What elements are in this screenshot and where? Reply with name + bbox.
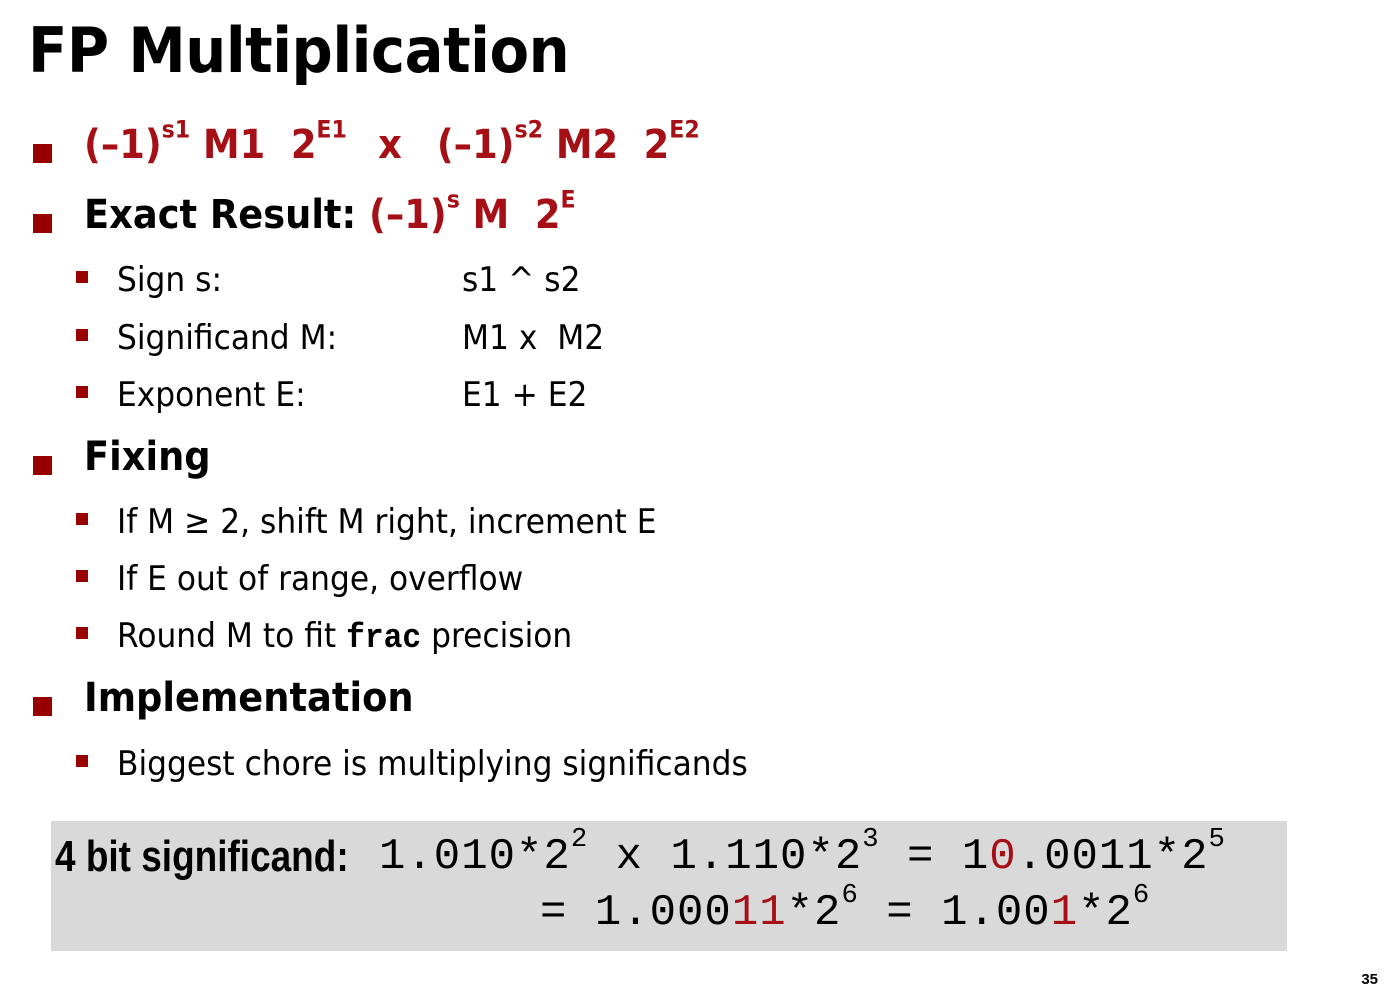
operand-a-exp: 2 bbox=[570, 824, 589, 856]
bullet-square bbox=[33, 456, 52, 475]
operand-b-exp: 3 bbox=[862, 824, 880, 856]
normalized-exp: 6 bbox=[841, 880, 859, 912]
formula-times: x bbox=[378, 122, 402, 168]
exponent-value: E1 + E2 bbox=[462, 375, 588, 415]
operand-a: 1.010*2 bbox=[379, 832, 571, 882]
rounded-exp: 6 bbox=[1132, 880, 1151, 912]
sign-value: s1 ^ s2 bbox=[462, 260, 581, 300]
round-code-frac: frac bbox=[346, 620, 422, 658]
times-sign: x bbox=[588, 832, 671, 882]
significand-value: M1 x M2 bbox=[462, 318, 605, 358]
round-suffix: precision bbox=[421, 616, 573, 656]
sub-bullet-square bbox=[76, 329, 88, 341]
formula-part1-exp: E1 bbox=[316, 115, 347, 144]
bullet-square bbox=[33, 697, 52, 716]
formula-line: (–1)s1 M1 2E1 x (–1)s2 M2 2E2 bbox=[84, 118, 700, 168]
implementation-heading: Implementation bbox=[84, 675, 414, 721]
example-label: 4 bit significand: bbox=[55, 832, 349, 881]
sub-bullet-square bbox=[76, 513, 88, 525]
rounded-highlight: 1 bbox=[1050, 888, 1079, 938]
equals-sign: = bbox=[540, 888, 595, 938]
normalized-highlight: 11 bbox=[731, 888, 787, 938]
sub-bullet-square bbox=[76, 627, 88, 639]
example-box bbox=[51, 821, 1287, 951]
rounded-suffix: *2 bbox=[1078, 888, 1133, 938]
formula-part2-m: M2 2 bbox=[543, 122, 670, 168]
result-highlight: 0 bbox=[989, 832, 1017, 882]
normalized-suffix: *2 bbox=[786, 888, 842, 938]
exponent-label: Exponent E: bbox=[117, 375, 306, 415]
formula-part2-base: (–1) bbox=[436, 122, 515, 168]
fixing-item-overflow: If E out of range, overflow bbox=[117, 559, 524, 599]
operand-b: 1.110*2 bbox=[670, 832, 863, 882]
exact-result-sign-exp: s bbox=[446, 185, 460, 214]
sub-bullet-square bbox=[76, 271, 88, 283]
implementation-item: Biggest chore is multiplying significand… bbox=[117, 744, 748, 784]
sub-bullet-square bbox=[76, 386, 88, 398]
result-prefix: 1 bbox=[961, 832, 990, 882]
exact-result-base: (–1) bbox=[369, 192, 447, 238]
exact-result-label: Exact Result: bbox=[84, 192, 370, 238]
sign-label: Sign s: bbox=[117, 260, 223, 300]
example-line-2: = 1.00011*26 = 1.001*26 bbox=[540, 882, 1150, 938]
page-number: 35 bbox=[1361, 971, 1378, 988]
formula-part1-sign-exp: s1 bbox=[161, 115, 191, 144]
fixing-item-shift: If M ≥ 2, shift M right, increment E bbox=[117, 502, 657, 542]
example-line-1: 1.010*22 x 1.110*23 = 10.0011*25 bbox=[379, 826, 1226, 882]
round-prefix: Round M to fit bbox=[117, 616, 347, 656]
exact-result-exp: E bbox=[560, 185, 576, 214]
fixing-item-round: Round M to fit frac precision bbox=[117, 616, 572, 658]
formula-part1-base: (–1) bbox=[84, 122, 162, 168]
bullet-square bbox=[33, 144, 52, 163]
formula-part2-sign-exp: s2 bbox=[514, 115, 544, 144]
fixing-heading: Fixing bbox=[84, 434, 211, 480]
exact-result-heading: Exact Result: (–1)s M 2E bbox=[84, 188, 576, 238]
normalized-prefix: 1.000 bbox=[594, 888, 732, 938]
slide-title: FP Multiplication bbox=[28, 14, 570, 87]
sub-bullet-square bbox=[76, 570, 88, 582]
significand-label: Significand M: bbox=[117, 318, 338, 358]
formula-part1-m: M1 2 bbox=[190, 122, 317, 168]
equals-sign: = bbox=[858, 888, 942, 938]
sub-bullet-square bbox=[76, 755, 88, 767]
formula-part2-exp: E2 bbox=[669, 115, 700, 144]
bullet-square bbox=[33, 214, 52, 233]
result-exp: 5 bbox=[1208, 824, 1226, 856]
result-suffix: .0011*2 bbox=[1016, 832, 1209, 882]
exact-result-m: M 2 bbox=[459, 192, 561, 238]
equals-sign: = bbox=[879, 832, 962, 882]
rounded-prefix: 1.00 bbox=[941, 888, 1051, 938]
